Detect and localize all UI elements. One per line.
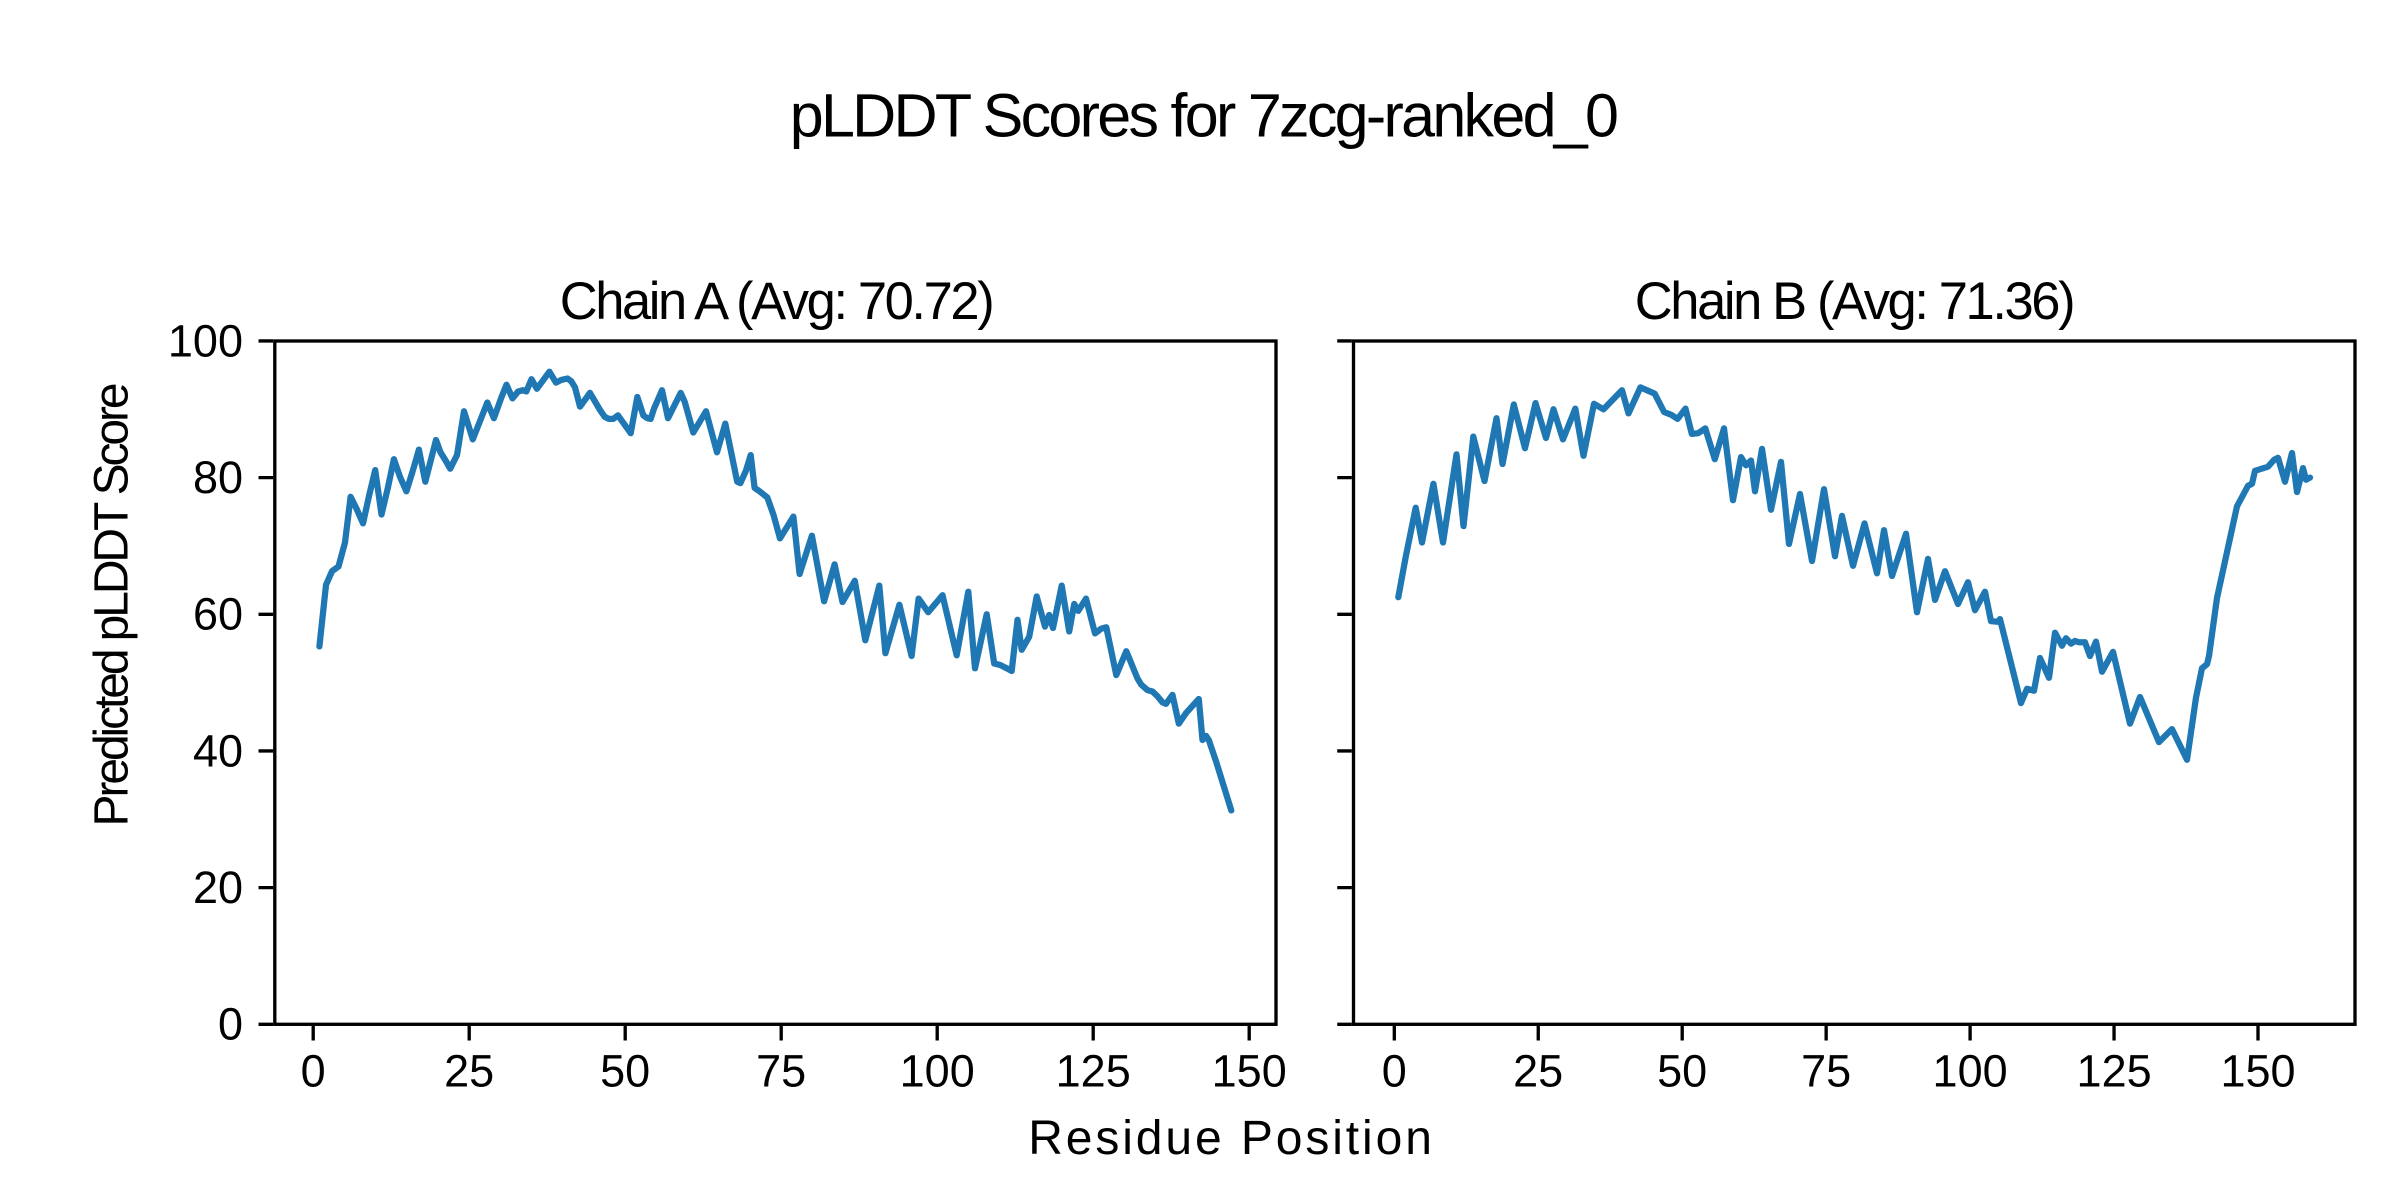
svg-text:Chain B (Avg: 71.36): Chain B (Avg: 71.36) — [1635, 272, 2073, 331]
svg-text:pLDDT Scores for 7zcg-ranked_0: pLDDT Scores for 7zcg-ranked_0 — [790, 82, 1617, 150]
svg-text:80: 80 — [193, 452, 243, 503]
svg-text:25: 25 — [1513, 1046, 1563, 1097]
svg-text:100: 100 — [1933, 1046, 2008, 1097]
svg-text:50: 50 — [600, 1046, 650, 1097]
svg-text:150: 150 — [1212, 1046, 1287, 1097]
svg-text:50: 50 — [1657, 1046, 1707, 1097]
svg-text:40: 40 — [193, 725, 243, 776]
svg-text:0: 0 — [301, 1046, 326, 1097]
svg-text:Predicted pLDDT Score: Predicted pLDDT Score — [86, 384, 139, 826]
svg-text:Chain A (Avg: 70.72): Chain A (Avg: 70.72) — [560, 272, 993, 331]
svg-text:25: 25 — [444, 1046, 494, 1097]
svg-text:60: 60 — [193, 589, 243, 640]
svg-text:125: 125 — [1056, 1046, 1131, 1097]
svg-text:75: 75 — [1801, 1046, 1851, 1097]
svg-text:100: 100 — [168, 315, 243, 366]
svg-text:100: 100 — [900, 1046, 975, 1097]
svg-text:20: 20 — [193, 862, 243, 913]
svg-text:125: 125 — [2077, 1046, 2152, 1097]
svg-text:Residue Position: Residue Position — [1028, 1112, 1435, 1165]
svg-text:0: 0 — [218, 999, 243, 1050]
svg-text:0: 0 — [1382, 1046, 1407, 1097]
svg-text:75: 75 — [756, 1046, 806, 1097]
svg-text:150: 150 — [2220, 1046, 2295, 1097]
